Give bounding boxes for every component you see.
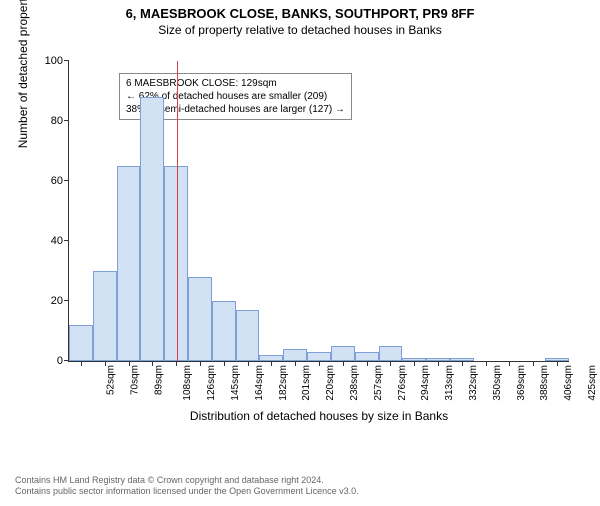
x-tick-mark: [533, 361, 534, 366]
x-tick-label: 108sqm: [182, 365, 193, 401]
x-tick-mark: [509, 361, 510, 366]
x-tick-mark: [367, 361, 368, 366]
x-tick-mark: [200, 361, 201, 366]
x-tick-mark: [557, 361, 558, 366]
histogram-bar: [212, 301, 236, 361]
histogram-bar: [140, 97, 164, 361]
x-tick-label: 70sqm: [129, 365, 140, 395]
x-tick-label: 406sqm: [563, 365, 574, 401]
histogram-bar: [93, 271, 117, 361]
y-tick-label: 40: [51, 235, 63, 247]
x-tick-label: 388sqm: [540, 365, 551, 401]
y-tick-label: 100: [45, 55, 63, 67]
x-axis-label: Distribution of detached houses by size …: [69, 409, 569, 423]
x-tick-label: 126sqm: [206, 365, 217, 401]
y-tick-label: 60: [51, 175, 63, 187]
histogram-bar: [236, 310, 260, 361]
x-tick-mark: [81, 361, 82, 366]
x-tick-label: 201sqm: [301, 365, 312, 401]
footer-attribution: Contains HM Land Registry data © Crown c…: [15, 475, 359, 498]
y-tick-label: 0: [57, 355, 63, 367]
x-tick-mark: [152, 361, 153, 366]
x-tick-mark: [105, 361, 106, 366]
y-tick-mark: [64, 300, 69, 301]
x-tick-label: 220sqm: [325, 365, 336, 401]
x-tick-mark: [343, 361, 344, 366]
x-tick-label: 182sqm: [278, 365, 289, 401]
x-tick-label: 164sqm: [254, 365, 265, 401]
chart-title: 6, MAESBROOK CLOSE, BANKS, SOUTHPORT, PR…: [0, 6, 600, 21]
x-tick-label: 52sqm: [105, 365, 116, 395]
x-tick-mark: [176, 361, 177, 366]
y-tick-mark: [64, 180, 69, 181]
x-tick-label: 294sqm: [421, 365, 432, 401]
property-marker-line: [177, 61, 178, 361]
annotation-line: 6 MAESBROOK CLOSE: 129sqm: [126, 77, 345, 90]
footer-line-2: Contains public sector information licen…: [15, 486, 359, 498]
x-tick-mark: [295, 361, 296, 366]
x-tick-label: 257sqm: [373, 365, 384, 401]
x-tick-mark: [390, 361, 391, 366]
x-tick-label: 425sqm: [587, 365, 598, 401]
chart-container: Number of detached properties 6 MAESBROO…: [46, 51, 576, 411]
chart-subtitle: Size of property relative to detached ho…: [0, 23, 600, 37]
histogram-bar: [188, 277, 212, 361]
x-tick-label: 145sqm: [230, 365, 241, 401]
footer-line-1: Contains HM Land Registry data © Crown c…: [15, 475, 359, 487]
x-tick-label: 332sqm: [468, 365, 479, 401]
histogram-bar: [69, 325, 93, 361]
x-tick-mark: [462, 361, 463, 366]
y-tick-mark: [64, 120, 69, 121]
y-axis-label: Number of detached properties: [16, 0, 30, 148]
x-tick-label: 350sqm: [492, 365, 503, 401]
x-tick-mark: [224, 361, 225, 366]
x-tick-mark: [271, 361, 272, 366]
x-tick-mark: [438, 361, 439, 366]
histogram-bar: [331, 346, 355, 361]
x-tick-label: 276sqm: [397, 365, 408, 401]
y-tick-label: 80: [51, 115, 63, 127]
plot-area: 6 MAESBROOK CLOSE: 129sqm← 62% of detach…: [68, 61, 569, 362]
x-tick-mark: [486, 361, 487, 366]
histogram-bar: [355, 352, 379, 361]
x-tick-label: 89sqm: [153, 365, 164, 395]
histogram-bar: [117, 166, 141, 361]
histogram-bar: [283, 349, 307, 361]
x-tick-label: 369sqm: [516, 365, 527, 401]
y-tick-label: 20: [51, 295, 63, 307]
x-tick-mark: [319, 361, 320, 366]
histogram-bar: [307, 352, 331, 361]
y-tick-mark: [64, 240, 69, 241]
x-tick-label: 313sqm: [444, 365, 455, 401]
x-tick-mark: [129, 361, 130, 366]
histogram-bar: [379, 346, 403, 361]
x-tick-mark: [248, 361, 249, 366]
x-tick-label: 238sqm: [349, 365, 360, 401]
y-tick-mark: [64, 60, 69, 61]
x-tick-mark: [414, 361, 415, 366]
